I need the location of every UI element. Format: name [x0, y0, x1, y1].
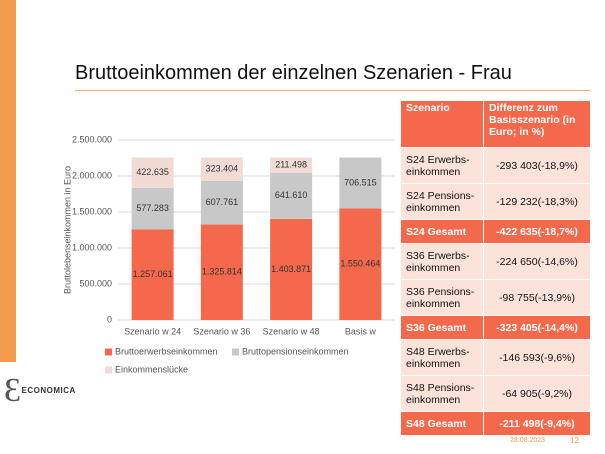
legend-swatch — [232, 348, 239, 356]
table-row: S24 Gesamt -422 635(-18,7%) — [400, 219, 591, 244]
table-cell: -323 405(-14,4%) — [483, 315, 591, 340]
bar-segment — [200, 224, 243, 320]
x-tick-label: Basis w — [345, 326, 377, 336]
table-cell: -98 755(-13,9%) — [483, 279, 591, 316]
legend-label: Bruttopensionseinkommen — [242, 346, 349, 356]
data-label: 577.283 — [136, 203, 169, 213]
y-tick-label: 2.000.000 — [72, 170, 112, 180]
table-cell: -224 650(-14,6%) — [483, 243, 591, 280]
x-tick-label: Szenario w 36 — [193, 326, 250, 336]
table-row: S48 Gesamt -211 498(-9,4%) — [400, 411, 591, 436]
header-cell: Differenz zum Basisszenario (in Euro; in… — [483, 100, 591, 148]
logo-text: ECONOMICA — [21, 386, 76, 396]
table-row: S24 Pensions-einkommen -129 232(-18,3%) — [400, 183, 591, 220]
logo-mark: Ɛ — [4, 372, 22, 409]
bar-segment — [339, 157, 382, 209]
data-label: 641.610 — [275, 190, 308, 200]
table-row: S48 Pensions-einkommen -64 905(-9,2%) — [400, 375, 591, 412]
table-row: S36 Pensions-einkommen -98 755(-13,9%) — [400, 279, 591, 316]
table-row: S24 Erwerbs-einkommen -293 403(-18,9%) — [400, 147, 591, 184]
bar-segment — [270, 157, 313, 173]
bar-segment — [200, 180, 243, 225]
table-cell: S24 Erwerbs-einkommen — [400, 147, 484, 184]
table-cell: S48 Pensions-einkommen — [400, 375, 484, 412]
logo: ƐECONOMICA — [4, 372, 76, 410]
table-cell: -422 635(-18,7%) — [483, 219, 591, 244]
data-label: 706.515 — [344, 177, 377, 187]
legend-swatch — [105, 348, 112, 356]
table-header: Szenario Differenz zum Basisszenario (in … — [400, 100, 591, 148]
side-stripe — [0, 0, 16, 362]
difference-table: Szenario Differenz zum Basisszenario (in … — [400, 100, 591, 436]
table-cell: S36 Pensions-einkommen — [400, 279, 484, 316]
table-cell: -293 403(-18,9%) — [483, 147, 591, 184]
bar-segment — [200, 157, 243, 181]
footer-date: 28.08.2023 — [510, 437, 546, 444]
y-tick-label: 0 — [107, 314, 112, 324]
page-number: 12 — [570, 436, 579, 445]
x-tick-label: Szenario w 48 — [263, 326, 320, 336]
table-cell: -146 593(-9,6%) — [483, 339, 591, 376]
bar-segment — [131, 229, 174, 320]
table-cell: S36 Gesamt — [400, 315, 484, 340]
title-rule — [75, 90, 590, 91]
data-label: 1.325.814 — [202, 267, 242, 277]
bar-segment — [270, 172, 313, 219]
bar-segment — [131, 187, 174, 230]
bar-segment — [339, 208, 382, 320]
data-label: 211.498 — [275, 159, 307, 169]
table-cell: S24 Pensions-einkommen — [400, 183, 484, 220]
table-row: S36 Erwerbs-einkommen -224 650(-14,6%) — [400, 243, 591, 280]
y-tick-label: 1.000.000 — [72, 242, 112, 252]
data-label: 1.257.061 — [133, 269, 173, 279]
bar-segment — [270, 218, 313, 320]
table-row: S36 Gesamt -323 405(-14,4%) — [400, 315, 591, 340]
chart: Bruttolebenseinkommen in Euro 0 500.000 1.… — [62, 134, 395, 374]
y-tick-label: 2.500.000 — [72, 134, 112, 144]
table-cell: S36 Erwerbs-einkommen — [400, 243, 484, 280]
table-row: S48 Erwerbs-einkommen -146 593(-9,6%) — [400, 339, 591, 376]
y-tick-label: 500.000 — [79, 278, 112, 288]
data-label: 1.550.464 — [340, 259, 380, 269]
legend-label: Einkommenslücke — [115, 364, 188, 374]
table-cell: S48 Erwerbs-einkommen — [400, 339, 484, 376]
data-label: 422.635 — [136, 167, 169, 177]
legend-swatch — [105, 366, 112, 374]
header-cell: Szenario — [400, 100, 484, 148]
slide-title: Bruttoeinkommen der einzelnen Szenarien … — [75, 62, 512, 84]
data-label: 1.403.871 — [271, 264, 311, 274]
table-cell: -211 498(-9,4%) — [483, 411, 591, 436]
y-axis-label: Bruttolebenseinkommen in Euro — [62, 166, 72, 294]
table-cell: -64 905(-9,2%) — [483, 375, 591, 412]
x-tick-label: Szenario w 24 — [124, 326, 181, 336]
table-cell: S48 Gesamt — [400, 411, 484, 436]
y-tick-label: 1.500.000 — [72, 206, 112, 216]
bar-segment — [131, 157, 174, 188]
legend-label: Bruttoerwerbseinkommen — [115, 346, 218, 356]
data-label: 607.761 — [206, 197, 239, 207]
data-label: 323.404 — [206, 164, 239, 174]
table-cell: -129 232(-18,3%) — [483, 183, 591, 220]
table-cell: S24 Gesamt — [400, 219, 484, 244]
